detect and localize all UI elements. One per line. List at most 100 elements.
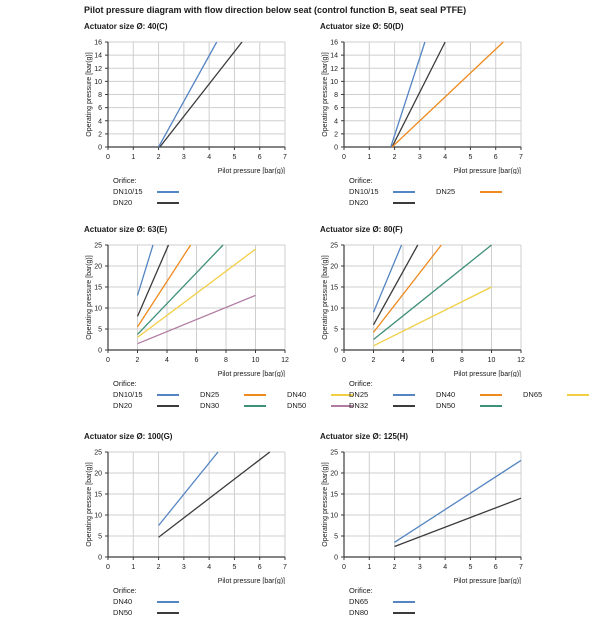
chart-actuator-100g: Actuator size Ø: 100(G) 0 1 2 3 4 5 6 7 0 5 10 15 20… [84,432,316,618]
legend-item: DN50 [436,400,523,411]
legend-label: DN65 [349,597,369,606]
chart-actuator-125h: Actuator size Ø: 125(H) 0 1 2 3 4 5 6 7 0 5 10 15 20… [320,432,552,618]
legend-label: DN30 [200,401,220,410]
legend: Orifice: DN10/15 DN20 [113,175,316,208]
chart-actuator-50d: Actuator size Ø: 50(D) 0 1 2 3 4 5 6 7 0 2 4 6 8 10 12… [320,22,552,208]
svg-text:2: 2 [98,131,102,138]
svg-text:15: 15 [330,492,338,499]
svg-text:20: 20 [94,264,102,271]
chart-title: Actuator size Ø: 100(G) [84,432,173,441]
svg-text:8: 8 [460,357,464,364]
chart-plot-area: 0 1 2 3 4 5 6 7 0 2 4 6 8 10 12 14 16 Pilot pressure [bar… [84,34,304,176]
legend: Orifice: DN25 DN32 DN40 DN50 DN65 [349,378,589,411]
svg-text:10: 10 [94,513,102,520]
legend-label: DN20 [349,198,369,207]
legend-item: DN30 [200,400,287,411]
legend-title: Orifice: [113,176,137,185]
svg-text:Pilot pressure [bar(g)]: Pilot pressure [bar(g)] [454,371,521,377]
legend-label: DN20 [113,198,133,207]
svg-text:14: 14 [94,53,102,60]
legend-line-swatch [331,393,353,396]
legend-line-swatch [393,404,415,407]
svg-text:4: 4 [207,564,211,571]
legend-title: Orifice: [349,379,373,388]
svg-text:1: 1 [131,564,135,571]
svg-text:Pilot pressure [bar(g)]: Pilot pressure [bar(g)] [454,578,521,584]
legend-label: DN25 [436,187,456,196]
svg-text:Operating pressure [bar(g)]: Operating pressure [bar(g)] [86,255,93,339]
legend-item: DN40 [436,389,523,400]
svg-text:4: 4 [443,564,447,571]
legend-label: DN10/15 [113,390,143,399]
svg-text:5: 5 [468,154,472,161]
chart-plot-area: 0 2 4 6 8 10 12 0 5 10 15 20 25 Pilot pressure [bar(g… [320,237,540,379]
svg-text:7: 7 [519,564,523,571]
legend-title: Orifice: [113,586,137,595]
svg-text:0: 0 [342,154,346,161]
svg-text:12: 12 [517,357,525,364]
legend-item: DN10/15 [113,389,200,400]
svg-text:12: 12 [330,66,338,73]
svg-text:25: 25 [94,450,102,457]
legend-label: DN10/15 [113,187,143,196]
svg-text:0: 0 [334,145,338,152]
svg-text:12: 12 [94,66,102,73]
svg-text:25: 25 [330,243,338,250]
chart-title: Actuator size Ø: 40(C) [84,22,168,31]
svg-text:0: 0 [334,555,338,562]
svg-text:7: 7 [283,154,287,161]
legend-items: DN10/15 DN20 DN25 DN30 DN40 DN50 [113,389,353,411]
chart-plot-area: 0 1 2 3 4 5 6 7 0 2 4 6 8 10 12 14 16 Pilot pressure [bar… [320,34,540,176]
svg-text:0: 0 [106,154,110,161]
chart-title: Actuator size Ø: 80(F) [320,225,403,234]
svg-text:1: 1 [367,154,371,161]
svg-text:6: 6 [431,357,435,364]
chart-canvas: 0 1 2 3 4 5 6 7 0 5 10 15 20 25 Pilot pressure [bar(g)… [86,450,287,586]
legend-label: DN80 [349,608,369,617]
svg-text:6: 6 [494,564,498,571]
svg-text:2: 2 [136,357,140,364]
legend: Orifice: DN65 DN80 [349,585,552,618]
legend-line-swatch [157,201,179,204]
legend-items: DN10/15 DN20 [113,186,316,208]
chart-canvas: 0 2 4 6 8 10 12 0 5 10 15 20 25 Pilot pressure [bar(g… [86,243,289,379]
svg-text:0: 0 [334,348,338,355]
svg-text:7: 7 [519,154,523,161]
legend-item: DN50 [113,607,200,618]
svg-text:4: 4 [165,357,169,364]
svg-text:10: 10 [330,513,338,520]
legend: Orifice: DN40 DN50 [113,585,316,618]
svg-text:6: 6 [494,154,498,161]
chart-plot-area: 0 1 2 3 4 5 6 7 0 5 10 15 20 25 Pilot pressure [bar(g)… [320,444,540,586]
svg-text:Operating pressure [bar(g)]: Operating pressure [bar(g)] [86,52,93,136]
svg-text:5: 5 [334,327,338,334]
svg-text:15: 15 [94,285,102,292]
svg-text:5: 5 [98,534,102,541]
svg-text:4: 4 [401,357,405,364]
svg-text:25: 25 [330,450,338,457]
legend-item: DN10/15 [349,186,436,197]
svg-text:5: 5 [98,327,102,334]
svg-text:12: 12 [281,357,289,364]
chart-plot-area: 0 1 2 3 4 5 6 7 0 5 10 15 20 25 Pilot pressure [bar(g)… [84,444,304,586]
svg-text:10: 10 [330,306,338,313]
svg-text:Pilot pressure [bar(g)]: Pilot pressure [bar(g)] [218,168,285,174]
svg-text:3: 3 [182,564,186,571]
svg-text:Pilot pressure [bar(g)]: Pilot pressure [bar(g)] [454,168,521,174]
chart-title: Actuator size Ø: 63(E) [84,225,168,234]
svg-text:3: 3 [182,154,186,161]
legend-items: DN25 DN32 DN40 DN50 DN65 [349,389,589,411]
svg-text:20: 20 [330,264,338,271]
svg-text:0: 0 [106,564,110,571]
legend-label: DN25 [349,390,369,399]
legend-line-swatch [480,404,502,407]
svg-text:0: 0 [106,357,110,364]
chart-title: Actuator size Ø: 50(D) [320,22,404,31]
legend-label: DN50 [287,401,307,410]
svg-text:4: 4 [98,118,102,125]
chart-title: Actuator size Ø: 125(H) [320,432,409,441]
svg-text:16: 16 [94,40,102,47]
legend-line-swatch [157,190,179,193]
legend-item: DN40 [287,389,374,400]
